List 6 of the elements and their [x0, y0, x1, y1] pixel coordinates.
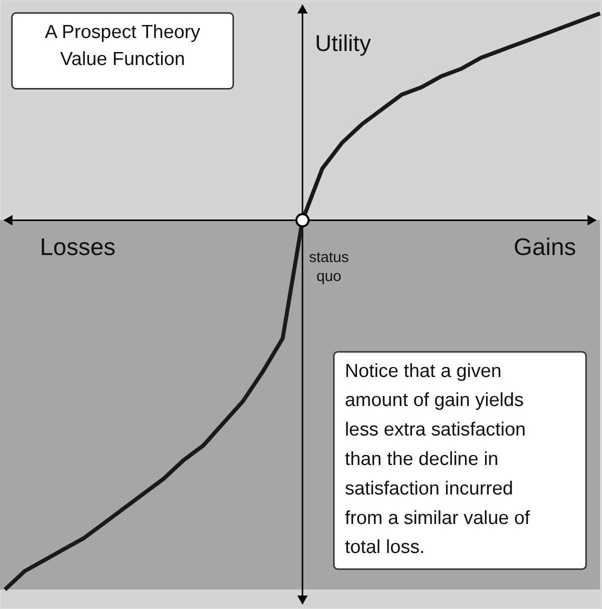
- text: A Prospect Theory Value Function: [44, 22, 201, 70]
- annotation: Notice that a given amount of gain yields less extra satisfaction than the decline in satisfaction incurred from a similar value of total loss.: [344, 360, 531, 558]
- annotation: status quo: [308, 249, 349, 286]
- annotation: Losses: [40, 234, 116, 262]
- annotation: Gains: [514, 234, 576, 262]
- y-axis-title: Utility: [314, 30, 372, 56]
